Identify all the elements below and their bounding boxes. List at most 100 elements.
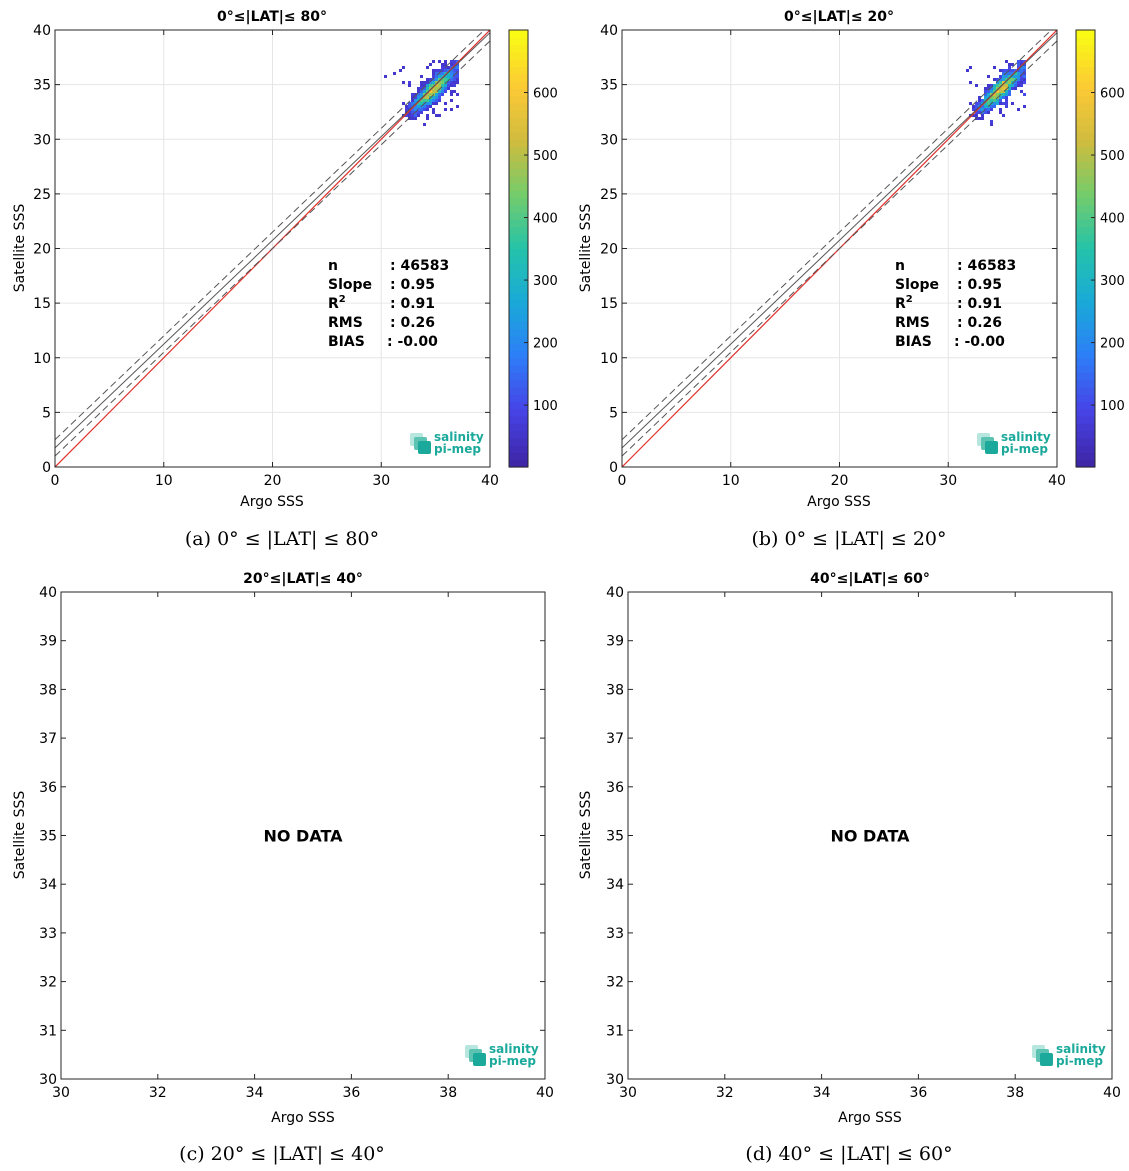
- colorbar-segment: [1076, 102, 1095, 111]
- colorbar-segment: [509, 226, 528, 235]
- density-bin: [1023, 75, 1026, 78]
- density-bin: [1023, 105, 1026, 108]
- x-tick-label: 34: [246, 1085, 264, 1101]
- density-bin: [1011, 78, 1014, 81]
- density-bin: [1017, 63, 1020, 66]
- panel-a-ylabel: Satellite SSS: [12, 204, 28, 293]
- density-bin: [456, 105, 459, 108]
- density-bin: [996, 90, 999, 93]
- density-bin: [441, 66, 444, 69]
- density-bin: [414, 108, 417, 111]
- density-bin: [450, 108, 453, 111]
- density-bin: [408, 105, 411, 108]
- colorbar-segment: [509, 146, 528, 155]
- colorbar-segment: [509, 401, 528, 410]
- density-bin: [1023, 60, 1026, 63]
- y-tick-label: 0: [42, 460, 51, 476]
- colorbar-segment: [1076, 124, 1095, 133]
- colorbar-segment: [509, 197, 528, 206]
- density-bin: [420, 93, 423, 96]
- density-bin: [1017, 66, 1020, 69]
- colorbar-segment: [1076, 110, 1095, 118]
- density-bin: [1005, 75, 1008, 78]
- density-bin: [426, 114, 429, 117]
- density-bin: [990, 96, 993, 99]
- density-bin: [1023, 63, 1026, 66]
- panel-c-ylabel: Satellite SSS: [12, 791, 28, 880]
- density-bin: [399, 69, 402, 72]
- colorbar-segment: [509, 59, 528, 68]
- density-bin: [1014, 72, 1017, 75]
- density-bin: [978, 117, 981, 120]
- density-bin: [1002, 69, 1005, 72]
- density-bin: [420, 108, 423, 111]
- density-bin: [1020, 66, 1023, 69]
- colorbar-segment: [1076, 190, 1095, 199]
- density-bin: [453, 60, 456, 63]
- density-bin: [1002, 87, 1005, 90]
- density-bin: [423, 81, 426, 84]
- density-bin: [447, 87, 450, 90]
- density-bin: [414, 99, 417, 102]
- density-bin: [996, 87, 999, 90]
- density-bin: [993, 90, 996, 93]
- colorbar-segment: [509, 212, 528, 220]
- colorbar-segment: [1076, 44, 1095, 53]
- density-bin: [438, 60, 441, 63]
- density-bin: [435, 90, 438, 93]
- panel-a-xlabel: Argo SSS: [240, 494, 304, 510]
- density-bin: [426, 102, 429, 105]
- colorbar-segment: [509, 379, 528, 388]
- colorbar-segment: [1076, 292, 1095, 301]
- density-bin: [990, 123, 993, 126]
- colorbar-frame: [508, 29, 529, 468]
- density-bin: [987, 99, 990, 102]
- colorbar-tick-label: 300: [533, 274, 558, 289]
- stat-label: BIAS: [328, 334, 365, 350]
- density-bin: [1005, 78, 1008, 81]
- density-bin: [438, 99, 441, 102]
- density-bin: [1020, 60, 1023, 63]
- logo-text-pi-mep: pi-mep: [434, 442, 481, 456]
- y-tick-label: 15: [600, 296, 618, 312]
- density-bin: [972, 114, 975, 117]
- density-bin: [999, 90, 1002, 93]
- density-bin: [414, 105, 417, 108]
- density-bin: [975, 105, 978, 108]
- density-bin: [978, 99, 981, 102]
- x-tick-label: 36: [909, 1085, 927, 1101]
- density-bin: [996, 93, 999, 96]
- colorbar-segment: [1076, 365, 1095, 373]
- density-bin: [402, 66, 405, 69]
- panel-b-title: 0°≤|LAT|≤ 20°: [784, 9, 894, 25]
- density-bin: [987, 93, 990, 96]
- density-bin: [1008, 75, 1011, 78]
- colorbar-segment: [509, 102, 528, 111]
- density-bin: [450, 66, 453, 69]
- colorbar-segment: [1076, 95, 1095, 104]
- y-tick-label: 0: [609, 460, 618, 476]
- y-tick-label: 39: [606, 634, 624, 650]
- density-bin: [450, 60, 453, 63]
- density-bin: [993, 96, 996, 99]
- x-tick-label: 20: [264, 473, 282, 489]
- density-bin: [453, 69, 456, 72]
- y-tick-label: 37: [606, 731, 624, 747]
- density-bin: [426, 108, 429, 111]
- fit-line: [622, 32, 1057, 449]
- colorbar-segment: [509, 335, 528, 344]
- density-bin: [438, 114, 441, 117]
- density-bin: [1011, 75, 1014, 78]
- logo-text-salinity: salinity: [1001, 430, 1051, 444]
- colorbar-segment: [509, 357, 528, 366]
- density-bin: [993, 93, 996, 96]
- density-bin: [411, 99, 414, 102]
- colorbar-tick-label: 400: [533, 212, 558, 227]
- density-bin: [1011, 87, 1014, 90]
- colorbar-tick-label: 400: [1100, 212, 1125, 227]
- colorbar-segment: [509, 117, 528, 126]
- density-bin: [996, 78, 999, 81]
- density-bin: [414, 96, 417, 99]
- density-bin: [990, 93, 993, 96]
